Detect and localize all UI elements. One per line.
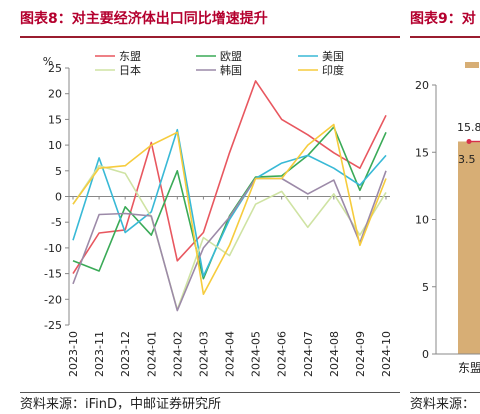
left-y-tick-label: -25: [44, 319, 62, 332]
legend-label-印度: 印度: [322, 63, 344, 77]
left-x-tick-label: 2024-06: [276, 331, 289, 377]
left-x-tick-label: 2024-02: [171, 331, 184, 377]
right-y-tick-label: 20: [415, 79, 429, 92]
left-chart-title: 图表8：对主要经济体出口同比增速提升: [20, 11, 268, 27]
right-x-tick-label: 东盟: [458, 361, 480, 375]
right-x-axis: 东盟: [436, 353, 480, 375]
left-x-tick-label: 2024-05: [250, 331, 263, 377]
right-bar-chart: 20 15 10 5 0 15.8 3.5 东盟: [415, 62, 480, 375]
left-x-tick-label: 2024-07: [302, 331, 315, 377]
left-title-rule: [20, 36, 400, 38]
series-line-韩国: [72, 170, 387, 312]
series-line-美国: [72, 128, 387, 277]
left-y-tick-label: 5: [55, 165, 62, 178]
left-x-tick-label: 2024-10: [380, 331, 393, 377]
legend-label-美国: 美国: [322, 50, 344, 63]
right-y-tick-label: 15: [415, 146, 429, 159]
right-line-point: [466, 138, 472, 144]
left-x-tick-label: 2024-03: [197, 331, 210, 377]
legend-label-欧盟: 欧盟: [220, 50, 242, 63]
left-series-lines: [72, 80, 387, 312]
right-title-rule: [410, 36, 480, 38]
bar-东盟: [458, 141, 480, 354]
right-y-tick-label: 10: [415, 214, 429, 227]
left-source-rule: [20, 392, 400, 393]
left-y-tick-label: -10: [44, 242, 62, 255]
left-y-tick-label: -5: [51, 216, 62, 229]
left-x-tick-label: 2024-08: [328, 331, 341, 377]
left-x-tick-label: 2023-10: [67, 331, 80, 377]
right-y-tick-label: 0: [422, 348, 429, 361]
left-x-tick-label: 2023-11: [93, 331, 106, 377]
left-x-tick-label: 2024-09: [354, 331, 367, 377]
left-y-tick-label: 0: [55, 191, 62, 204]
legend-label-韩国: 韩国: [220, 63, 242, 77]
right-y-tick-label: 5: [422, 281, 429, 294]
left-y-axis-unit: %: [43, 55, 53, 68]
right-bars: 15.8 3.5: [457, 121, 480, 354]
right-legend-swatch: [465, 62, 479, 68]
right-data-label: 3.5: [458, 153, 476, 166]
right-chart-title: 图表9：对: [410, 11, 476, 27]
series-line-日本: [72, 164, 387, 311]
left-x-tick-label: 2024-01: [145, 331, 158, 377]
left-x-tick-label: 2023-12: [119, 331, 132, 377]
right-y-axis: 20 15 10 5 0: [415, 62, 479, 361]
right-data-label: 15.8: [457, 121, 480, 134]
left-x-axis: 2023-10 2023-11 2023-12 2024-01 2024-02 2024-…: [67, 196, 393, 377]
left-y-tick-label: -15: [44, 268, 62, 281]
right-source-rule: [410, 392, 480, 393]
legend-label-日本: 日本: [119, 63, 141, 77]
left-y-tick-label: 10: [48, 139, 62, 152]
legend-label-东盟: 东盟: [119, 50, 141, 63]
right-source-note: 资料来源：: [410, 397, 476, 412]
left-x-tick-label: 2024-04: [224, 331, 237, 377]
series-line-印度: [72, 123, 387, 295]
left-y-tick-label: -20: [44, 293, 62, 306]
left-y-tick-label: 25: [48, 62, 62, 75]
series-line-东盟: [72, 80, 387, 275]
left-y-axis: 25 20 15 10 5 0 -5 -10 -15 -20 -25: [44, 62, 70, 332]
left-source-note: 资料来源：iFinD，中邮证券研究所: [20, 397, 222, 412]
left-y-tick-label: 15: [48, 113, 62, 126]
left-y-tick-label: 20: [48, 88, 62, 101]
